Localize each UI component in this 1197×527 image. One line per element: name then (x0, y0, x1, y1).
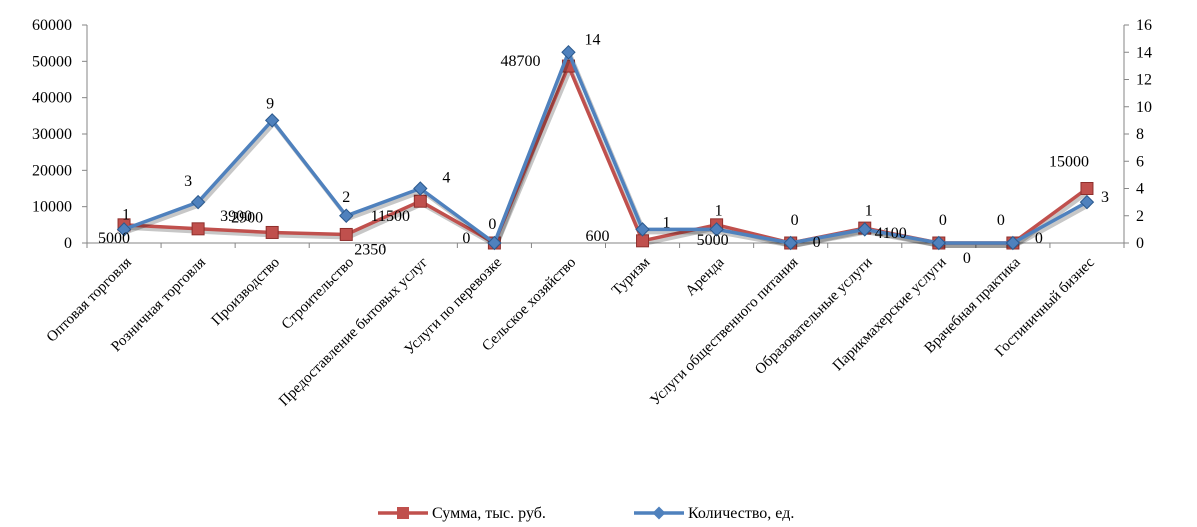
series-marker-diamond (1079, 194, 1095, 210)
data-label: 3 (1101, 189, 1109, 206)
right-tick-label: 12 (1136, 72, 1152, 89)
data-label: 0 (813, 234, 821, 251)
series-marker-diamond (116, 222, 132, 237)
right-axis-ticks: 0 2 4 6 8 10 12 14 16 (1124, 17, 1152, 252)
data-label: 2 (342, 189, 350, 206)
data-label: 1 (715, 202, 723, 219)
data-label: 2900 (231, 209, 263, 226)
series-marker-diamond (413, 181, 428, 196)
data-label: 0 (1035, 230, 1043, 247)
right-tick-label: 14 (1136, 44, 1152, 61)
series-marker-diamond (635, 222, 650, 237)
legend: Сумма, тыс. руб. Количество, ед. (378, 505, 794, 522)
series-lines (116, 45, 1095, 251)
right-tick-label: 4 (1136, 181, 1144, 198)
series-marker-diamond (783, 235, 798, 251)
data-label: 15000 (1049, 154, 1089, 171)
category-label: Предоставление бытовых услуг (276, 255, 431, 410)
category-label: Туризм (609, 254, 654, 299)
right-tick-label: 16 (1136, 17, 1152, 34)
series-marker-diamond (1005, 235, 1021, 251)
left-tick-label: 40000 (32, 90, 72, 107)
series-line (123, 50, 1088, 245)
data-label: 0 (963, 250, 971, 267)
left-tick-label: 50000 (32, 53, 72, 70)
series-marker-diamond (264, 113, 280, 128)
right-tick-label: 8 (1136, 126, 1144, 143)
series-marker-square (636, 234, 650, 248)
data-label: 4 (442, 170, 450, 187)
data-label: 600 (586, 228, 610, 245)
series-marker-diamond (190, 194, 206, 210)
left-axis-ticks: 0 10000 20000 30000 40000 50000 60000 (32, 17, 87, 252)
series-marker-diamond (931, 235, 947, 251)
data-label: 14 (584, 31, 600, 48)
legend-marker-diamond (652, 506, 666, 520)
data-label: 0 (791, 212, 799, 229)
data-label: 4100 (875, 225, 907, 242)
series-marker-square (191, 222, 205, 236)
data-label: 0 (488, 216, 496, 233)
data-label: 5000 (697, 232, 729, 249)
data-label: 9 (266, 95, 274, 112)
data-label: 2350 (354, 241, 386, 258)
data-label: 5000 (98, 230, 130, 247)
category-label: Аренда (683, 254, 728, 299)
series-marker-diamond (561, 45, 576, 60)
left-tick-label: 0 (64, 235, 72, 252)
data-label: 0 (462, 230, 470, 247)
series-marker-diamond (857, 222, 872, 237)
series-marker-square (265, 225, 279, 239)
series-marker-diamond (487, 235, 502, 251)
category-label: Услуги общественного питания (647, 254, 801, 408)
category-label: Строительство (279, 255, 357, 333)
right-tick-label: 2 (1136, 208, 1144, 225)
data-label: 0 (997, 212, 1005, 229)
data-label: 1 (122, 206, 130, 223)
legend-label: Количество, ед. (688, 505, 794, 522)
left-tick-label: 10000 (32, 199, 72, 216)
right-tick-label: 6 (1136, 153, 1144, 170)
right-tick-label: 10 (1136, 99, 1152, 116)
series-marker-square (413, 194, 427, 208)
right-tick-label: 0 (1136, 235, 1144, 252)
data-label: 1 (663, 214, 671, 231)
data-label: 48700 (500, 53, 540, 70)
series-marker-diamond (709, 222, 724, 237)
data-label: 11500 (371, 208, 410, 225)
left-tick-label: 60000 (32, 17, 72, 34)
legend-marker-square (397, 507, 409, 519)
data-label: 0 (939, 212, 947, 229)
left-tick-label: 20000 (32, 162, 72, 179)
data-label: 3 (184, 173, 192, 190)
category-label: Производство (209, 255, 283, 329)
data-label: 1 (865, 202, 873, 219)
legend-label: Сумма, тыс. руб. (432, 505, 546, 522)
series-marker-diamond (339, 208, 354, 223)
data-label: 3900 (220, 208, 252, 225)
series-marker-square (1080, 182, 1094, 195)
series-marker-square (339, 227, 353, 241)
left-tick-label: 30000 (32, 126, 72, 143)
